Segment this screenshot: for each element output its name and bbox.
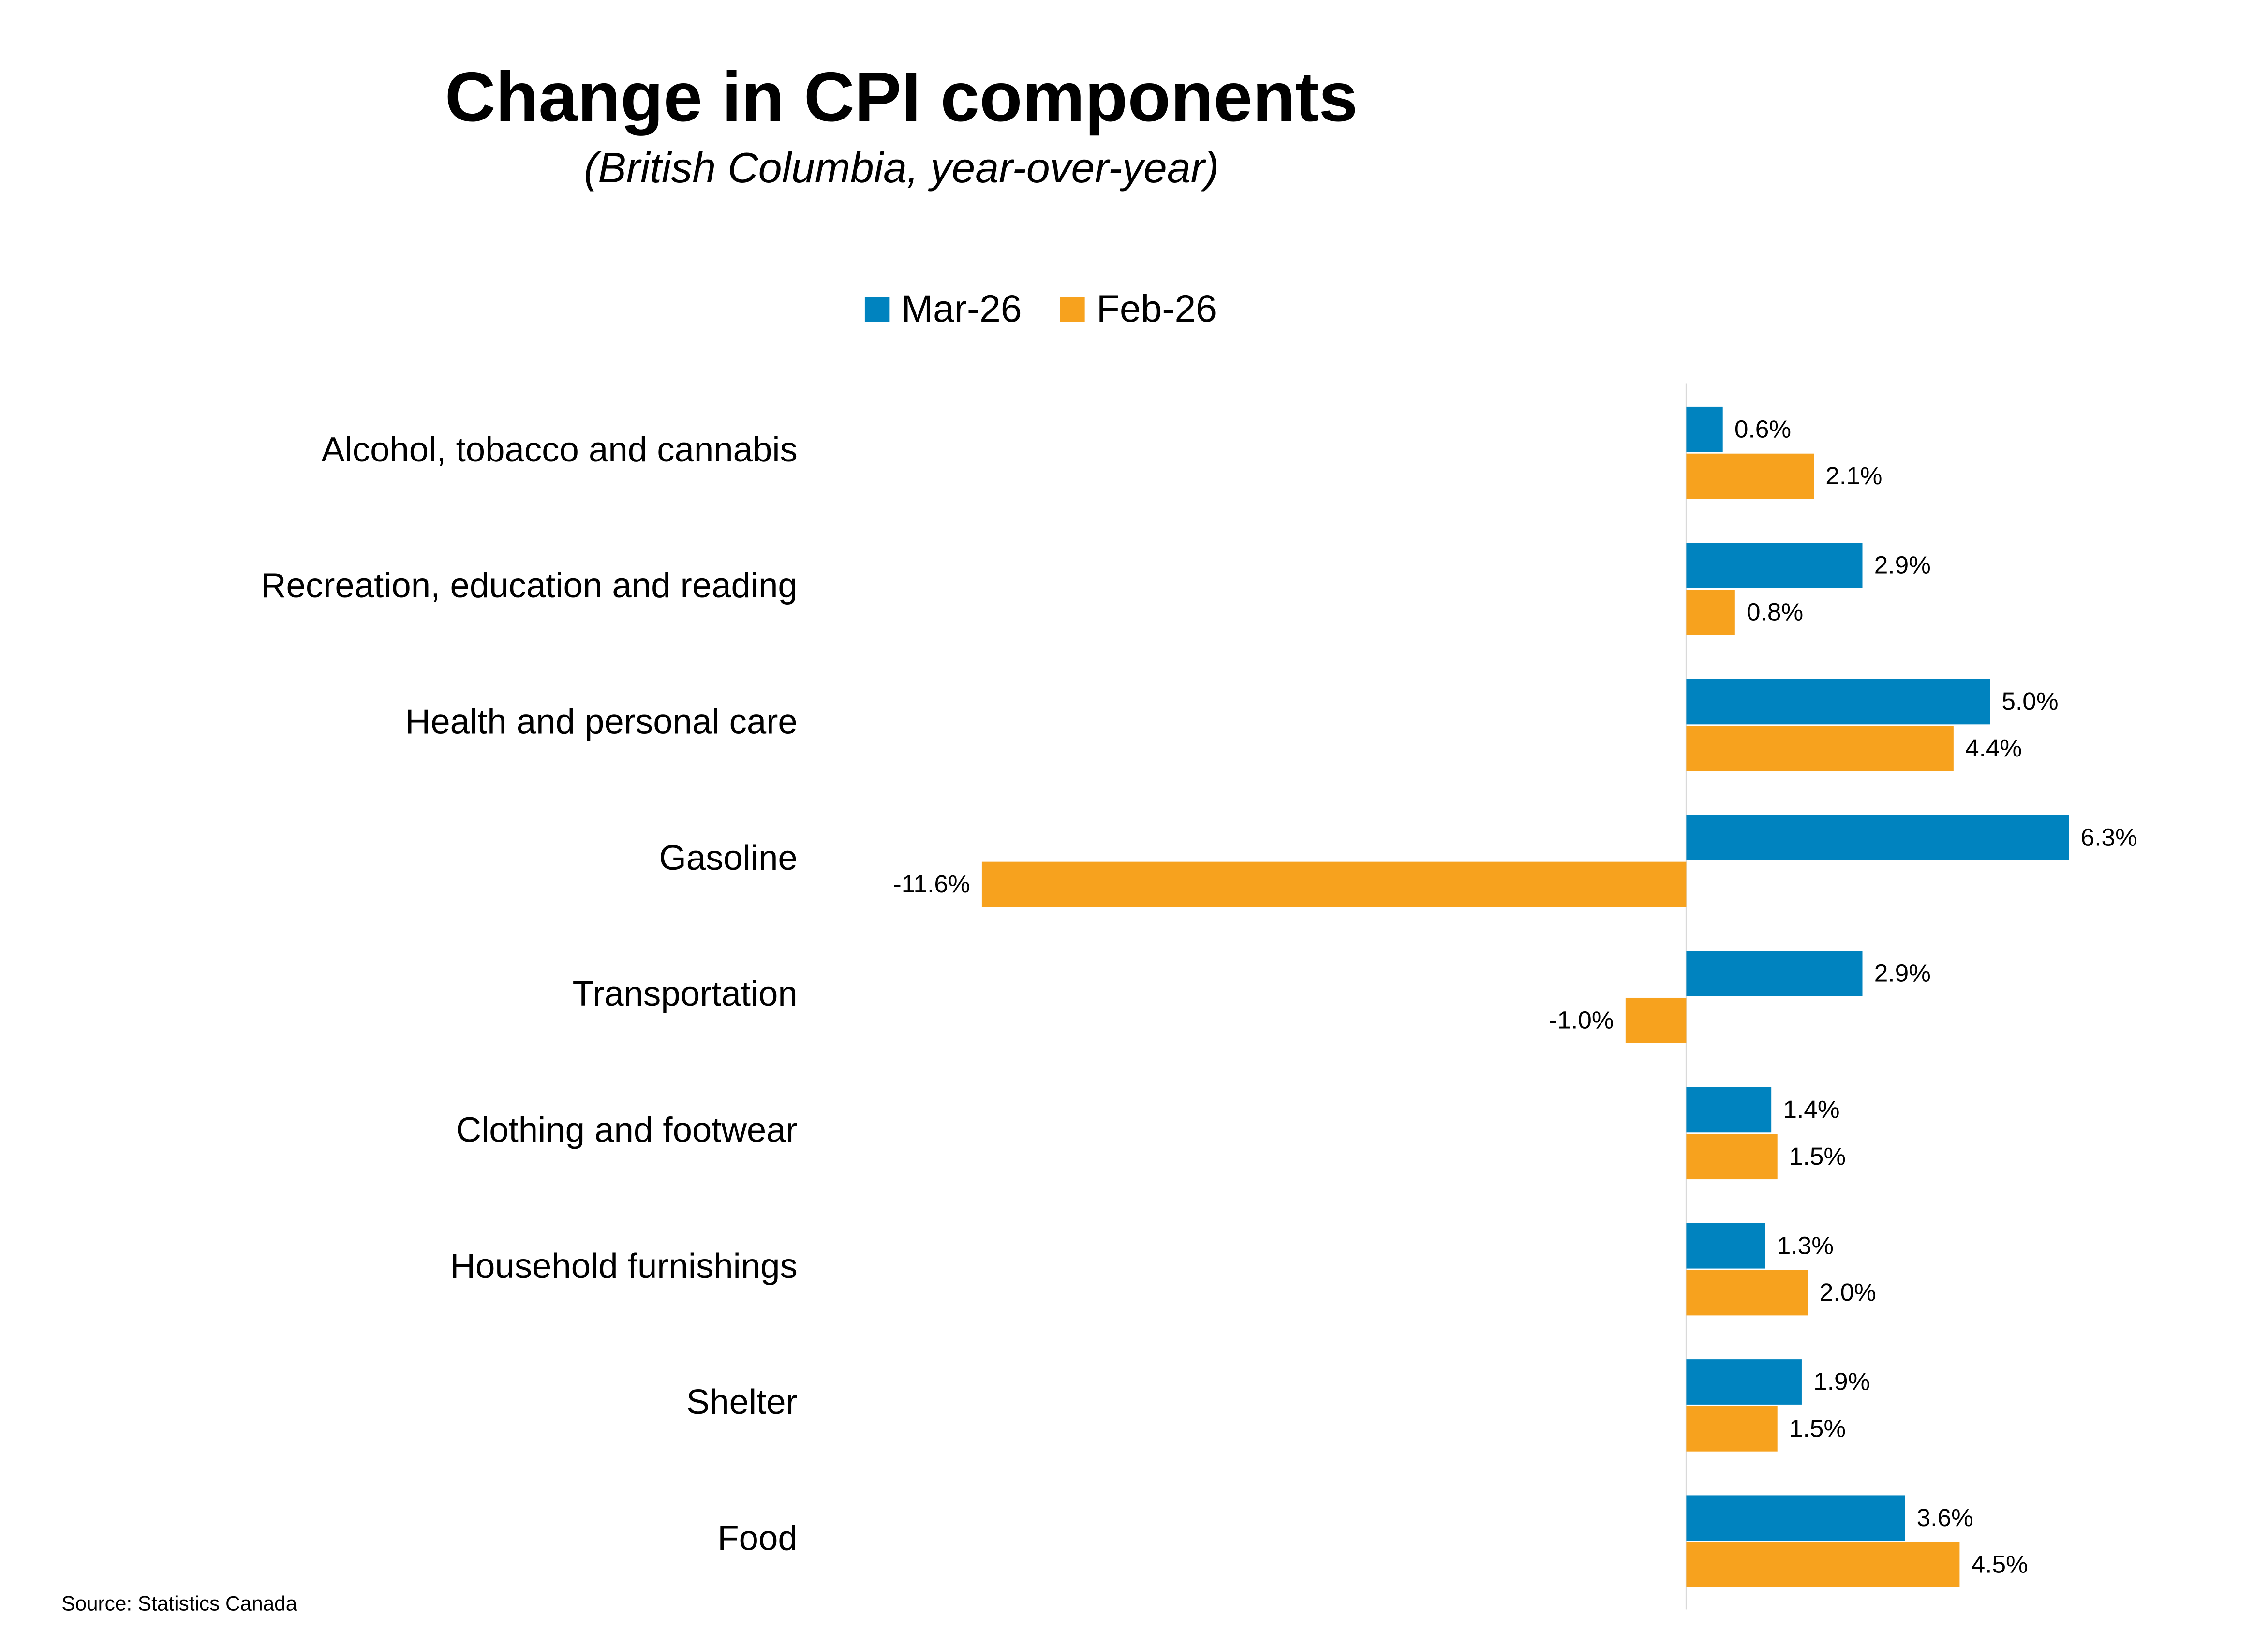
source-note: Source: Statistics Canada bbox=[61, 1592, 297, 1615]
bar bbox=[1686, 1270, 1808, 1316]
value-label: 1.5% bbox=[1789, 1414, 1846, 1442]
value-label: 5.0% bbox=[2001, 687, 2058, 715]
bar bbox=[1686, 1087, 1772, 1133]
category-label: Transportation bbox=[572, 974, 797, 1013]
category-label: Clothing and footwear bbox=[456, 1110, 798, 1149]
bar bbox=[1686, 406, 1723, 452]
value-label: 2.0% bbox=[1820, 1278, 1876, 1306]
value-label: 1.4% bbox=[1783, 1095, 1839, 1123]
bar bbox=[1686, 453, 1814, 499]
bar bbox=[1686, 1406, 1778, 1452]
bar bbox=[1686, 1359, 1802, 1405]
legend-swatch bbox=[864, 297, 890, 322]
value-label: 2.9% bbox=[1874, 959, 1931, 987]
bar bbox=[1686, 1495, 1905, 1541]
value-label: 0.8% bbox=[1747, 598, 1803, 626]
category-label: Recreation, education and reading bbox=[261, 566, 798, 605]
bar bbox=[1686, 590, 1735, 635]
bar bbox=[1625, 997, 1687, 1043]
legend-label: Mar-26 bbox=[902, 287, 1022, 330]
value-label: 1.3% bbox=[1777, 1231, 1834, 1259]
category-label: Health and personal care bbox=[405, 702, 798, 741]
value-label: 0.6% bbox=[1734, 415, 1791, 443]
bar bbox=[1686, 815, 2069, 860]
bar bbox=[1686, 1542, 1960, 1588]
category-label: Alcohol, tobacco and cannabis bbox=[321, 430, 798, 469]
value-label: 4.4% bbox=[1965, 734, 2022, 762]
chart-subtitle: (British Columbia, year-over-year) bbox=[584, 144, 1219, 192]
value-label: 2.1% bbox=[1825, 461, 1882, 489]
chart-title: Change in CPI components bbox=[445, 58, 1358, 136]
bar bbox=[1686, 679, 1990, 725]
bar bbox=[1686, 1223, 1765, 1269]
legend-label: Feb-26 bbox=[1097, 287, 1217, 330]
legend-swatch bbox=[1060, 297, 1085, 322]
bar bbox=[1686, 951, 1863, 996]
bar bbox=[1686, 726, 1954, 771]
category-label: Shelter bbox=[686, 1382, 798, 1422]
value-label: 2.9% bbox=[1874, 551, 1931, 579]
value-label: -11.6% bbox=[893, 870, 970, 898]
value-label: 4.5% bbox=[1972, 1550, 2028, 1578]
category-label: Gasoline bbox=[659, 838, 797, 877]
category-label: Food bbox=[717, 1518, 797, 1557]
value-label: -1.0% bbox=[1549, 1006, 1614, 1034]
value-label: 3.6% bbox=[1917, 1503, 1973, 1531]
category-label: Household furnishings bbox=[450, 1246, 798, 1286]
bar bbox=[981, 861, 1687, 907]
value-label: 1.9% bbox=[1813, 1367, 1870, 1395]
value-label: 6.3% bbox=[2081, 823, 2137, 851]
bar bbox=[1686, 1134, 1778, 1180]
value-label: 1.5% bbox=[1789, 1142, 1846, 1170]
bar bbox=[1686, 543, 1863, 589]
